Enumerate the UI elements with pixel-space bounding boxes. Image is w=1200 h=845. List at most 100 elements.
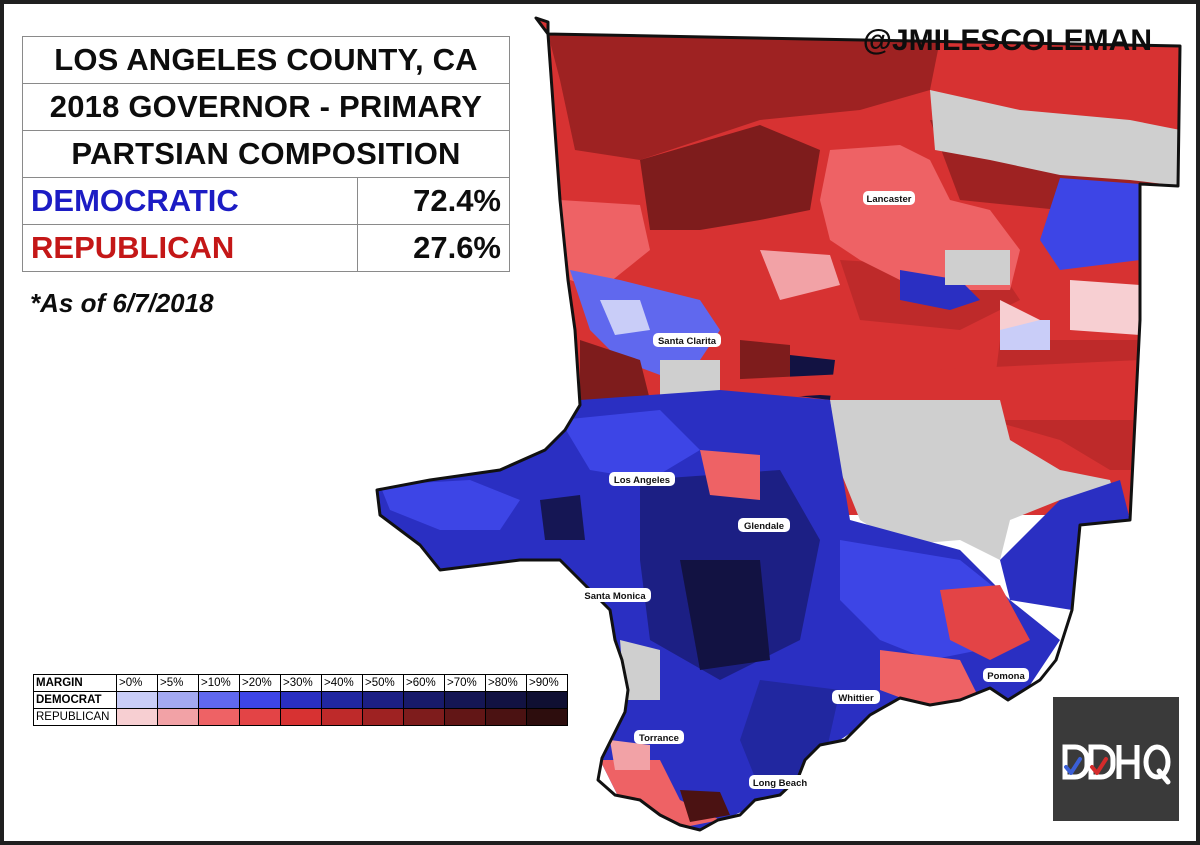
city-label-lancaster: Lancaster — [863, 191, 915, 205]
region-burbank-red — [700, 450, 760, 500]
legend-rep-swatch — [444, 708, 486, 726]
region-pink-small — [1000, 300, 1040, 330]
city-label-los-angeles: Los Angeles — [609, 472, 675, 486]
region-north-dark-1 — [548, 34, 940, 160]
region-sc-dark-2 — [740, 340, 790, 380]
region-sc-grey — [660, 360, 720, 400]
region-pomona-red — [940, 585, 1030, 660]
region-santa-clarita-light — [600, 300, 650, 335]
legend-bin: >70% — [444, 674, 486, 692]
legend-dem-row: DEMOCRAT — [33, 691, 568, 709]
legend-rep-swatch — [280, 708, 322, 726]
legend-rep-label: REPUBLICAN — [33, 708, 117, 726]
region-north-dark-2 — [640, 125, 820, 230]
region-se-blue — [1000, 480, 1130, 610]
city-labels: Lancaster Santa Clarita Los Angeles Glen… — [579, 191, 1029, 789]
region-ne-pink — [1070, 280, 1140, 335]
svg-text:Los Angeles: Los Angeles — [614, 475, 670, 486]
legend-dem-label: DEMOCRAT — [33, 691, 117, 709]
legend-rep-swatch — [321, 708, 363, 726]
svg-text:Whittier: Whittier — [838, 693, 874, 704]
region-lancaster-grey — [945, 250, 1010, 285]
region-west-light — [560, 200, 650, 290]
county-outline — [375, 16, 1182, 832]
svg-text:Lancaster: Lancaster — [867, 194, 912, 205]
legend-bin: >10% — [198, 674, 240, 692]
region-sfv — [560, 410, 700, 480]
legend-bin: >20% — [239, 674, 281, 692]
svg-text:Santa Clarita: Santa Clarita — [658, 336, 717, 347]
legend-rep-swatch — [485, 708, 527, 726]
legend-rep-swatch — [403, 708, 445, 726]
region-torrance-pink — [610, 740, 650, 770]
legend-bin: >90% — [526, 674, 568, 692]
legend-rep-swatch — [198, 708, 240, 726]
ddhq-logo-mark — [1062, 744, 1171, 785]
legend-bin: >0% — [116, 674, 158, 692]
legend-dem-swatch — [198, 691, 240, 709]
region-ne-grey — [930, 90, 1180, 186]
title-line-1: LOS ANGELES COUNTY, CA — [22, 36, 510, 84]
region-forest-grey — [830, 400, 1120, 560]
legend-dem-swatch — [280, 691, 322, 709]
region-sc-dark — [580, 340, 650, 405]
legend-rep-swatch — [116, 708, 158, 726]
legend-dem-swatch — [362, 691, 404, 709]
title-line-3: PARTSIAN COMPOSITION — [22, 130, 510, 178]
as-of-note: *As of 6/7/2018 — [30, 288, 214, 318]
title-table: LOS ANGELES COUNTY, CA 2018 GOVERNOR - P… — [22, 36, 510, 272]
author-handle: @JMILESCOLEMAN — [862, 24, 1152, 57]
legend-dem-swatch — [444, 691, 486, 709]
legend-rep-swatch — [157, 708, 199, 726]
legend-bin: >5% — [157, 674, 199, 692]
city-label-glendale: Glendale — [738, 518, 790, 532]
legend-dem-swatch — [239, 691, 281, 709]
dem-party-pct: 72.4% — [357, 177, 510, 225]
city-label-whittier: Whittier — [832, 690, 880, 704]
region-mid-band — [720, 360, 1140, 420]
region-mid-pink — [760, 250, 840, 300]
ddhq-logo — [1053, 697, 1179, 821]
legend-bin: >50% — [362, 674, 404, 692]
region-central-la-dark — [680, 560, 770, 670]
legend-rep-row: REPUBLICAN — [33, 708, 568, 726]
city-label-pomona: Pomona — [983, 668, 1029, 682]
legend-dem-swatch — [403, 691, 445, 709]
svg-text:Santa Monica: Santa Monica — [584, 591, 646, 602]
region-pv-dark — [680, 790, 730, 822]
city-label-long-beach: Long Beach — [749, 775, 811, 789]
title-line-2: 2018 GOVERNOR - PRIMARY — [22, 83, 510, 131]
legend-dem-swatch — [116, 691, 158, 709]
legend-dem-swatch — [157, 691, 199, 709]
region-whittier-red — [880, 650, 980, 705]
legend-header-row: MARGIN >0% >5% >10% >20% >30% >40% >50% … — [33, 674, 568, 692]
city-label-santa-monica: Santa Monica — [579, 588, 651, 602]
margin-legend: MARGIN >0% >5% >10% >20% >30% >40% >50% … — [33, 674, 568, 726]
region-westside-dark — [540, 495, 585, 540]
dem-party-label: DEMOCRATIC — [22, 177, 358, 225]
legend-dem-swatch — [321, 691, 363, 709]
legend-bin: >30% — [280, 674, 322, 692]
rep-party-pct: 27.6% — [357, 224, 510, 272]
city-label-santa-clarita: Santa Clarita — [653, 333, 721, 347]
legend-rep-swatch — [239, 708, 281, 726]
svg-text:Long Beach: Long Beach — [753, 778, 808, 789]
region-malibu — [380, 480, 520, 530]
region-lax-grey — [620, 640, 660, 700]
svg-text:Pomona: Pomona — [987, 671, 1025, 682]
region-ne-blue — [1040, 178, 1140, 270]
legend-bin: >60% — [403, 674, 445, 692]
map-regions — [377, 18, 1180, 830]
svg-text:Glendale: Glendale — [744, 521, 784, 532]
rep-party-label: REPUBLICAN — [22, 224, 358, 272]
svg-text:Torrance: Torrance — [639, 733, 679, 744]
region-south-la — [740, 680, 840, 790]
legend-bin: >40% — [321, 674, 363, 692]
legend-rep-swatch — [526, 708, 568, 726]
legend-bin: >80% — [485, 674, 527, 692]
legend-header: MARGIN — [33, 674, 117, 692]
city-label-torrance: Torrance — [634, 730, 684, 744]
region-ne-lightblue — [1000, 320, 1050, 350]
legend-dem-swatch — [526, 691, 568, 709]
